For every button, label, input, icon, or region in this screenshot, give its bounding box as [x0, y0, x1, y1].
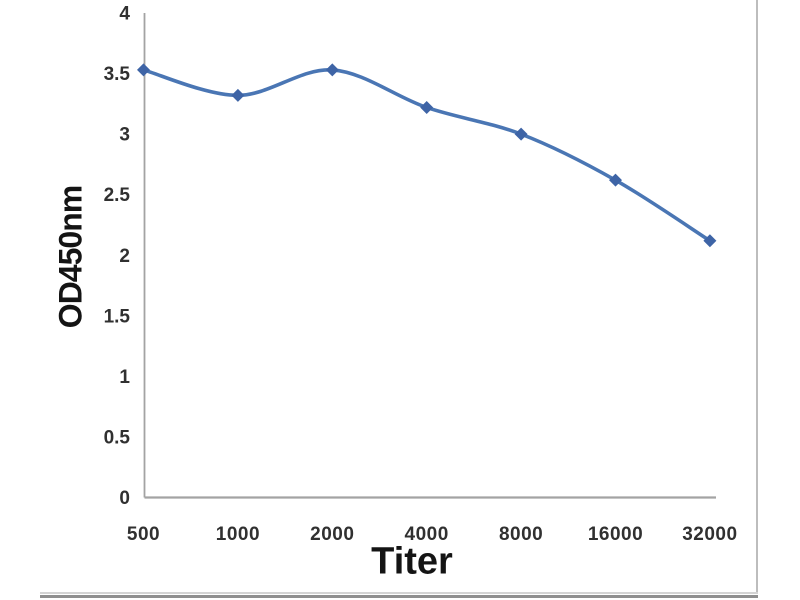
x-tick-label: 1000: [216, 524, 260, 545]
y-tick-label: 1.5: [104, 306, 131, 327]
y-tick-label: 1: [119, 367, 130, 388]
y-tick-label: 4: [119, 4, 130, 25]
y-tick-label: 3: [119, 125, 130, 146]
x-tick-label: 500: [127, 524, 160, 545]
image-border-right: [756, 0, 758, 593]
x-tick-label: 2000: [310, 524, 354, 545]
x-tick-label: 8000: [499, 524, 543, 545]
y-tick-label: 0: [119, 488, 130, 509]
y-tick-label: 0.5: [104, 427, 131, 448]
y-axis-title: OD450nm: [52, 185, 89, 329]
data-point-marker: [703, 234, 717, 248]
data-point-marker: [137, 63, 150, 77]
y-tick-label: 2: [119, 246, 130, 267]
data-point-marker: [231, 88, 245, 102]
data-point-marker: [420, 100, 434, 114]
x-tick-label: 16000: [588, 524, 643, 545]
image-border-bottom-dark: [40, 595, 758, 598]
data-point-marker: [609, 173, 622, 187]
x-tick-label: 4000: [405, 524, 449, 545]
series-line: [141, 68, 712, 243]
image-border-bottom-light: [40, 592, 758, 594]
x-tick-label: 32000: [682, 524, 737, 545]
x-axis-title: Titer: [371, 540, 453, 583]
data-point-marker: [325, 63, 339, 77]
y-tick-label: 3.5: [104, 64, 131, 85]
data-point-marker: [514, 127, 528, 141]
y-tick-label: 2.5: [104, 185, 131, 206]
